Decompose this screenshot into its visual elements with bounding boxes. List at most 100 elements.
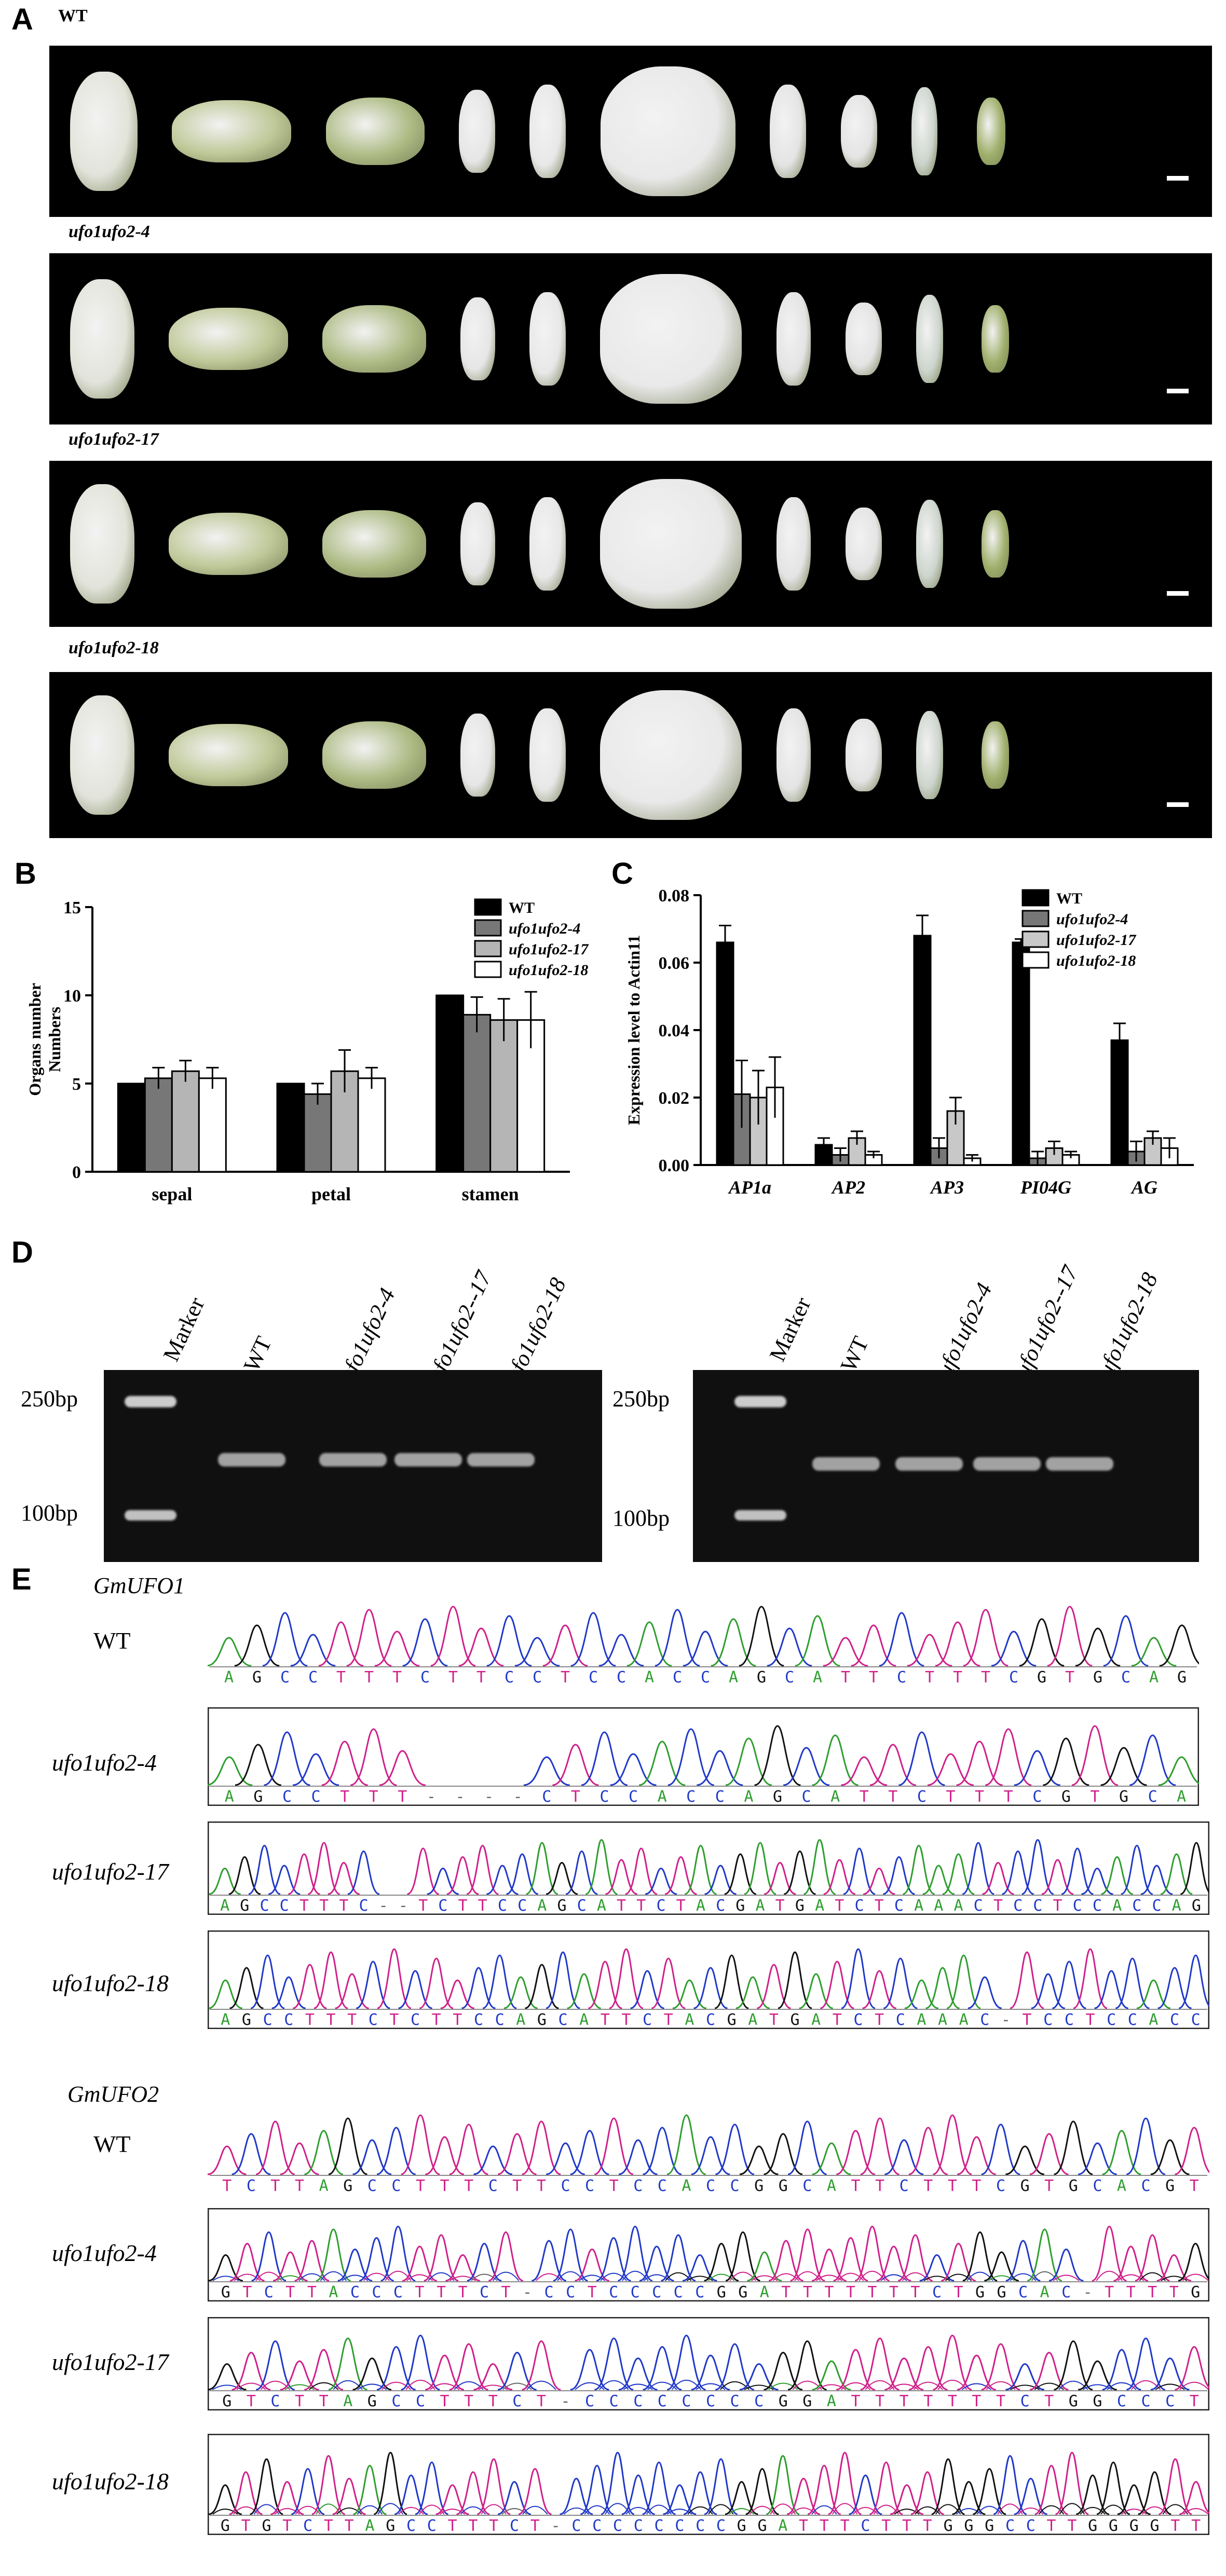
trace-secondary-peak xyxy=(621,2270,649,2281)
legend-label: ufo1ufo2-18 xyxy=(1056,952,1136,969)
trace-peak xyxy=(273,2251,308,2282)
trace-peak xyxy=(1121,1844,1153,1895)
trace-peak xyxy=(704,2242,739,2282)
trace-peak xyxy=(1047,1606,1093,1667)
legend-label: ufo1ufo2-4 xyxy=(1056,911,1128,928)
trace-peak xyxy=(884,2357,924,2391)
trace-peak xyxy=(1101,1856,1134,1895)
base-call: C xyxy=(716,2517,726,2535)
trace-peak xyxy=(359,2237,394,2282)
base-call: A xyxy=(221,2011,230,2029)
base-call: C xyxy=(247,2177,256,2195)
trace-peak xyxy=(609,1948,644,2009)
trace-peak xyxy=(430,1606,476,1667)
gene-label-gmufo1: GmUFO1 xyxy=(93,1573,185,1598)
legend-label: ufo1ufo2-4 xyxy=(509,920,580,937)
trace-peak xyxy=(739,2145,779,2175)
trace-peak xyxy=(328,1861,360,1895)
trace-peak xyxy=(991,1630,1037,1667)
base-call: C xyxy=(1093,2177,1102,2195)
trace-peak xyxy=(1052,1961,1086,2009)
trace-peak xyxy=(860,2117,900,2175)
trace-peak xyxy=(1031,1973,1066,2009)
trace-peak xyxy=(376,2346,416,2391)
trace-peak xyxy=(424,2234,459,2282)
base-call: C xyxy=(1009,1668,1018,1687)
base-call: T xyxy=(488,2392,498,2410)
panel-a-row-18-label: ufo1ufo2-18 xyxy=(69,638,159,657)
trace-peak xyxy=(435,2484,469,2515)
y-tick-label: 0.08 xyxy=(659,886,690,906)
photo-strip-wt xyxy=(49,46,1212,217)
trace-peak xyxy=(756,1964,791,2009)
trace-peak xyxy=(596,2237,631,2282)
seq-label-ufo1-wt: WT xyxy=(93,1627,131,1654)
organ-photo xyxy=(168,308,288,370)
base-call: T xyxy=(996,2392,1005,2410)
gel2-250bp-label: 250bp xyxy=(612,1386,670,1412)
base-call: T xyxy=(975,1788,984,1806)
trace-peak xyxy=(458,1627,504,1667)
trace-peak xyxy=(1102,2130,1141,2175)
trace-peak xyxy=(280,2142,319,2175)
legend-swatch xyxy=(474,919,502,937)
trace-peak xyxy=(1071,1725,1119,1786)
trace-peak xyxy=(575,2248,610,2282)
base-call: C xyxy=(1061,2283,1071,2301)
trace-peak xyxy=(328,2117,367,2175)
trace-peak xyxy=(374,1630,420,1667)
trace-peak xyxy=(962,2231,998,2282)
base-call: T xyxy=(948,2177,957,2195)
trace-peak xyxy=(666,2334,706,2391)
trace-peak xyxy=(486,1615,532,1667)
trace-peak xyxy=(208,2145,247,2175)
organ-photo xyxy=(600,479,742,609)
base-call: T xyxy=(299,1897,309,1915)
trace-peak xyxy=(473,2145,513,2175)
trace-peak xyxy=(764,2133,803,2175)
base-call: G xyxy=(727,2011,737,2029)
trace-peak xyxy=(394,2474,428,2515)
trace-peak xyxy=(229,2471,263,2515)
trace-peak xyxy=(1103,1615,1149,1667)
seq-label-ufo2-17: ufo1ufo2-17 xyxy=(52,2349,169,2375)
base-call: T xyxy=(972,2177,981,2195)
trace-peak xyxy=(290,1634,336,1667)
trace-peak xyxy=(1178,1954,1209,2009)
trace-peak xyxy=(833,2237,868,2282)
base-call: T xyxy=(453,2011,462,2029)
base-call: G xyxy=(779,2392,788,2410)
organ-photo xyxy=(982,305,1009,373)
trace-secondary-peak xyxy=(794,2271,821,2281)
base-call: - xyxy=(484,1788,494,1806)
trace-peak xyxy=(567,1973,602,2009)
trace-peak xyxy=(869,1744,917,1786)
category-label: stamen xyxy=(462,1184,519,1204)
trace-peak xyxy=(803,1839,836,1895)
seq-label-ufo1-4: ufo1ufo2-4 xyxy=(52,1749,157,1776)
trace-peak xyxy=(1048,2248,1084,2282)
base-call: T xyxy=(392,1668,402,1687)
trace-peak xyxy=(744,1842,777,1895)
bar xyxy=(462,1013,492,1173)
base-call: T xyxy=(345,2517,354,2535)
base-call: G xyxy=(997,2283,1006,2301)
trace-peak xyxy=(262,1612,308,1667)
trace-peak xyxy=(398,1970,432,2009)
organ-photo xyxy=(982,721,1009,789)
trace-secondary-peak xyxy=(1031,2271,1058,2281)
base-call: T xyxy=(1085,2011,1095,2029)
trace-peak xyxy=(618,2357,658,2391)
trace-peak xyxy=(466,1844,499,1895)
base-call: T xyxy=(1004,1788,1013,1806)
trace-peak xyxy=(356,1961,390,2009)
trace-peak xyxy=(725,1737,772,1786)
scale-bar xyxy=(1167,802,1189,807)
trace-peak xyxy=(985,1728,1032,1786)
bar xyxy=(435,994,465,1173)
base-call: - xyxy=(561,2392,570,2410)
trace-peak xyxy=(1126,2337,1166,2391)
base-call: G xyxy=(757,2517,767,2535)
trace-peak xyxy=(922,1865,955,1895)
trace-peak xyxy=(957,2354,997,2391)
